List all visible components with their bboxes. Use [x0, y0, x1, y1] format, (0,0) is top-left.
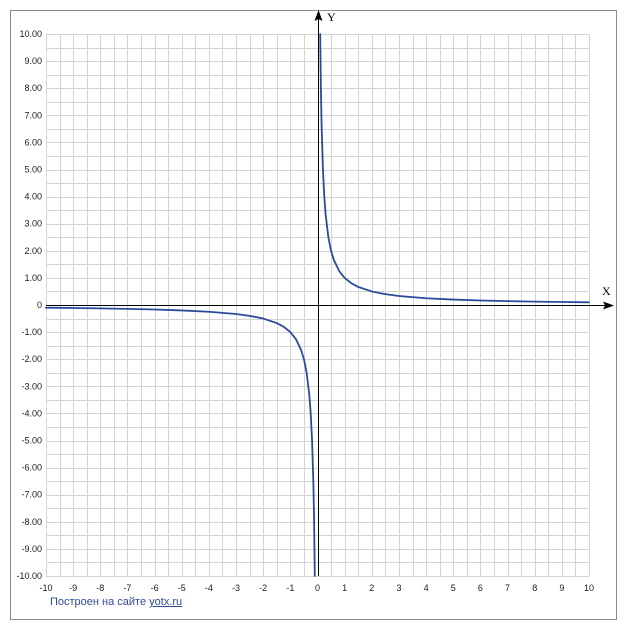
x-tick-label: 6 [478, 583, 483, 593]
y-tick-label: 10.00 [19, 29, 42, 39]
x-tick-label: -6 [151, 583, 159, 593]
y-tick-label: -7.00 [21, 490, 42, 500]
y-tick-label: -2.00 [21, 354, 42, 364]
y-tick-label: -9.00 [21, 544, 42, 554]
y-tick-label: 7.00 [24, 110, 42, 120]
x-tick-label: -9 [69, 583, 77, 593]
credit-line: Построен на сайте yotx.ru [50, 596, 182, 608]
y-axis-arrow [314, 10, 323, 21]
x-tick-label: -2 [259, 583, 267, 593]
y-tick-label: -3.00 [21, 381, 42, 391]
x-tick-label: -5 [178, 583, 186, 593]
curve-branch [45, 306, 316, 577]
y-tick-label: 4.00 [24, 192, 42, 202]
y-tick-label: 5.00 [24, 165, 42, 175]
x-tick-label: -10 [39, 583, 52, 593]
y-tick-label: 9.00 [24, 56, 42, 66]
x-tick-label: 10 [584, 583, 594, 593]
x-tick-label: 9 [559, 583, 564, 593]
x-tick-label: 0 [315, 583, 320, 593]
y-axis-label: Y [327, 10, 336, 24]
y-tick-label: 0 [37, 300, 42, 310]
x-tick-label: 1 [342, 583, 347, 593]
x-tick-label: 4 [424, 583, 429, 593]
curve-branch [319, 33, 590, 304]
x-axis-label: X [602, 284, 611, 298]
x-tick-label: 5 [451, 583, 456, 593]
x-tick-label: -4 [205, 583, 213, 593]
x-tick-label: -1 [286, 583, 294, 593]
y-tick-label: -8.00 [21, 517, 42, 527]
x-tick-label: 7 [505, 583, 510, 593]
credit-link[interactable]: yotx.ru [149, 596, 183, 608]
y-tick-label: -5.00 [21, 436, 42, 446]
credit-prefix: Построен на сайте [50, 596, 147, 608]
y-tick-label: 6.00 [24, 137, 42, 147]
x-tick-label: 2 [369, 583, 374, 593]
x-tick-label: -3 [232, 583, 240, 593]
y-tick-label: -6.00 [21, 463, 42, 473]
y-tick-label: -10.00 [16, 571, 42, 581]
y-tick-label: 3.00 [24, 219, 42, 229]
outer-border [10, 10, 617, 620]
x-axis-arrow [603, 301, 614, 310]
y-tick-label: -1.00 [21, 327, 42, 337]
x-tick-label: -8 [96, 583, 104, 593]
y-tick-label: -4.00 [21, 408, 42, 418]
y-tick-label: 1.00 [24, 273, 42, 283]
x-tick-label: 8 [532, 583, 537, 593]
x-tick-label: 3 [396, 583, 401, 593]
y-tick-label: 2.00 [24, 246, 42, 256]
y-tick-label: 8.00 [24, 83, 42, 93]
x-tick-label: -7 [123, 583, 131, 593]
